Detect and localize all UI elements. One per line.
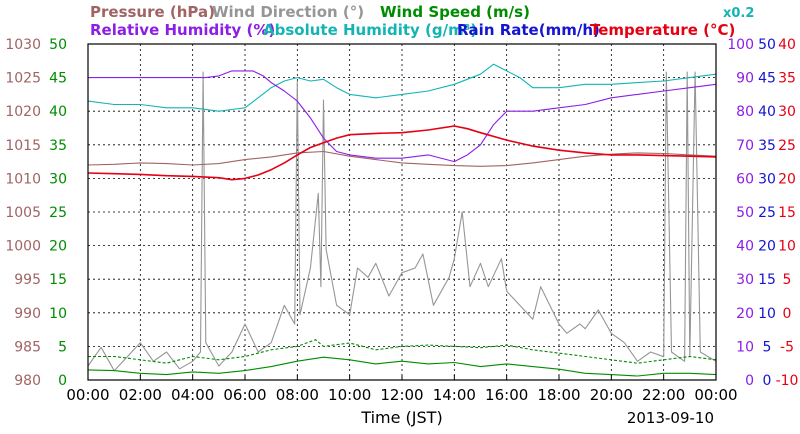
series-wind-speed	[87, 356, 717, 377]
tick-pressure: 1010	[5, 171, 41, 187]
tick-wind-speed: 45	[49, 71, 67, 87]
tick-pressure: 1025	[5, 71, 41, 87]
tick-relative-humidity: 90	[736, 71, 754, 87]
series-relative-humidity	[88, 70, 717, 163]
tick-pressure: 1015	[5, 138, 41, 154]
tick-wind-speed: 30	[49, 171, 67, 187]
tick-wind-speed: 15	[49, 272, 67, 288]
x-tick: 04:00	[171, 386, 214, 404]
tick-rain-rate: 45	[758, 71, 776, 87]
tick-temperature: 25	[778, 138, 796, 154]
legend-absolute-humidity: Absolute Humidity (g/m³)	[263, 21, 477, 39]
legend-pressure: Pressure (hPa)	[90, 3, 215, 21]
tick-wind-speed: 40	[49, 104, 67, 120]
tick-wind-speed: 0	[58, 373, 67, 389]
x-tick: 14:00	[433, 386, 476, 404]
tick-rain-rate: 50	[758, 37, 776, 53]
x-tick: 22:00	[642, 386, 685, 404]
tick-wind-speed: 20	[49, 239, 67, 255]
legend-wind-direction: Wind Direction (°)	[212, 3, 364, 21]
tick-relative-humidity: 100	[727, 37, 754, 53]
tick-wind-speed: 35	[49, 138, 67, 154]
tick-temperature: 20	[778, 171, 796, 187]
x-tick: 16:00	[485, 386, 528, 404]
tick-rain-rate: 40	[758, 104, 776, 120]
tick-pressure: 990	[14, 306, 41, 322]
tick-relative-humidity: 60	[736, 171, 754, 187]
tick-relative-humidity: 40	[736, 239, 754, 255]
tick-relative-humidity: 0	[745, 373, 754, 389]
tick-rain-rate: 5	[763, 339, 772, 355]
tick-rain-rate: 10	[758, 306, 776, 322]
x-tick: 02:00	[119, 386, 162, 404]
x-axis-title: Time (JST)	[360, 408, 442, 427]
x-tick: 08:00	[276, 386, 319, 404]
tick-relative-humidity: 70	[736, 138, 754, 154]
series-wind-speed-max	[88, 339, 717, 364]
tick-pressure: 1020	[5, 104, 41, 120]
legend-relative-humidity: Relative Humidity (%)	[90, 21, 275, 39]
tick-pressure: 1005	[5, 205, 41, 221]
tick-rain-rate: 35	[758, 138, 776, 154]
tick-pressure: 995	[14, 272, 41, 288]
x-tick: 10:00	[328, 386, 371, 404]
legend-wind-speed: Wind Speed (m/s)	[380, 3, 530, 21]
tick-temperature: 30	[778, 104, 796, 120]
tick-rain-rate: 0	[763, 373, 772, 389]
series-group	[87, 63, 717, 381]
tick-relative-humidity: 30	[736, 272, 754, 288]
x-tick: 20:00	[590, 386, 633, 404]
tick-rain-rate: 30	[758, 171, 776, 187]
tick-relative-humidity: 20	[736, 306, 754, 322]
tick-rain-rate: 25	[758, 205, 776, 221]
tick-temperature: 40	[778, 37, 796, 53]
tick-rain-rate: 15	[758, 272, 776, 288]
x-tick: 12:00	[380, 386, 423, 404]
tick-pressure: 980	[14, 373, 41, 389]
tick-temperature: 35	[778, 71, 796, 87]
tick-temperature: -10	[776, 373, 799, 389]
tick-wind-speed: 50	[49, 37, 67, 53]
tick-wind-speed: 25	[49, 205, 67, 221]
tick-wind-speed: 5	[58, 339, 67, 355]
tick-temperature: 0	[783, 306, 792, 322]
tick-relative-humidity: 10	[736, 339, 754, 355]
x-tick: 18:00	[537, 386, 580, 404]
tick-wind-speed: 10	[49, 306, 67, 322]
tick-relative-humidity: 80	[736, 104, 754, 120]
axes: 9809859909951000100510101015102010251030…	[5, 37, 798, 404]
tick-relative-humidity: 50	[736, 205, 754, 221]
legend-absolute-humidity-scale: x0.2	[723, 6, 754, 21]
chart-date: 2013-09-10	[627, 409, 714, 427]
tick-rain-rate: 20	[758, 239, 776, 255]
tick-temperature: -5	[780, 339, 794, 355]
series-temperature	[87, 125, 717, 181]
legend-rain-rate: Rain Rate(mm/h)	[457, 21, 600, 39]
series-absolute-humidity	[87, 63, 717, 112]
tick-temperature: 15	[778, 205, 796, 221]
tick-pressure: 1030	[5, 37, 41, 53]
tick-temperature: 10	[778, 239, 796, 255]
legend-temperature: Temperature (°C)	[590, 21, 735, 39]
series-wind-direction	[87, 71, 717, 372]
tick-temperature: 5	[783, 272, 792, 288]
x-tick: 00:00	[694, 386, 737, 404]
x-tick: 00:00	[66, 386, 109, 404]
tick-pressure: 985	[14, 339, 41, 355]
x-tick: 06:00	[223, 386, 266, 404]
tick-pressure: 1000	[5, 239, 41, 255]
